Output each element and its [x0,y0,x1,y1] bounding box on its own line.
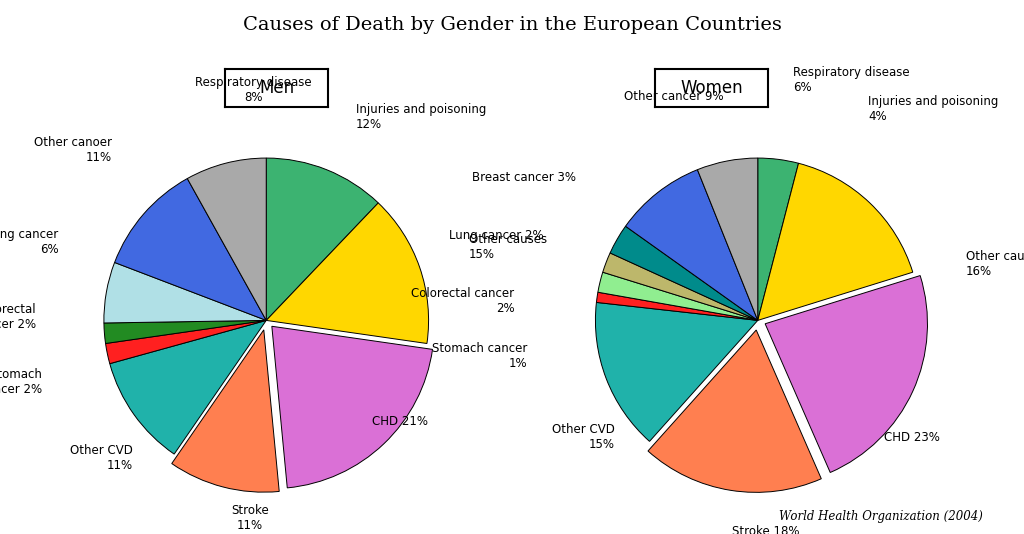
Wedge shape [110,320,266,454]
Text: Lung cancer
6%: Lung cancer 6% [0,229,58,256]
Text: Other causes
15%: Other causes 15% [469,233,547,261]
Text: Colorectal
cancer 2%: Colorectal cancer 2% [0,303,36,331]
Wedge shape [596,292,758,320]
Text: Causes of Death by Gender in the European Countries: Causes of Death by Gender in the Europea… [243,16,781,34]
Wedge shape [626,170,758,320]
Text: Respiratory disease
8%: Respiratory disease 8% [195,76,311,104]
Text: World Health Organization (2004): World Health Organization (2004) [779,511,983,523]
Wedge shape [758,158,799,320]
Wedge shape [266,203,429,343]
Text: Other canoer
11%: Other canoer 11% [34,136,112,164]
Wedge shape [610,226,758,320]
Text: Other cancer 9%: Other cancer 9% [624,90,723,103]
Text: Injuries and poisoning
12%: Injuries and poisoning 12% [355,104,486,131]
Text: Breast cancer 3%: Breast cancer 3% [472,171,575,184]
Wedge shape [765,276,928,473]
Text: Other causes
16%: Other causes 16% [966,249,1024,278]
Wedge shape [187,158,266,320]
Text: Lung cancer 2%: Lung cancer 2% [449,230,544,242]
Wedge shape [103,263,266,323]
Text: CHD 23%: CHD 23% [885,431,940,444]
Text: Stroke
11%: Stroke 11% [231,505,269,532]
Text: Colorectal cancer
2%: Colorectal cancer 2% [411,287,514,315]
Text: CHD 21%: CHD 21% [372,414,428,428]
Text: Stomach cancer
1%: Stomach cancer 1% [432,342,527,370]
Text: Women: Women [680,79,743,97]
Wedge shape [103,320,266,343]
Text: Other CVD
15%: Other CVD 15% [552,423,614,451]
Text: Men: Men [259,79,294,97]
Wedge shape [595,302,758,442]
Wedge shape [105,320,266,364]
Wedge shape [598,272,758,320]
Text: Stroke 18%: Stroke 18% [732,525,800,534]
Wedge shape [115,178,266,320]
Wedge shape [271,326,432,488]
Wedge shape [648,330,821,492]
Wedge shape [697,158,758,320]
Text: Injuries and poisoning
4%: Injuries and poisoning 4% [868,96,998,123]
Text: Respiratory disease
6%: Respiratory disease 6% [794,66,910,94]
Wedge shape [603,253,758,320]
Text: Stomach
cancer 2%: Stomach cancer 2% [0,368,42,396]
Wedge shape [172,330,280,492]
Wedge shape [758,163,912,320]
Text: Other CVD
11%: Other CVD 11% [71,444,133,473]
Wedge shape [266,158,378,320]
